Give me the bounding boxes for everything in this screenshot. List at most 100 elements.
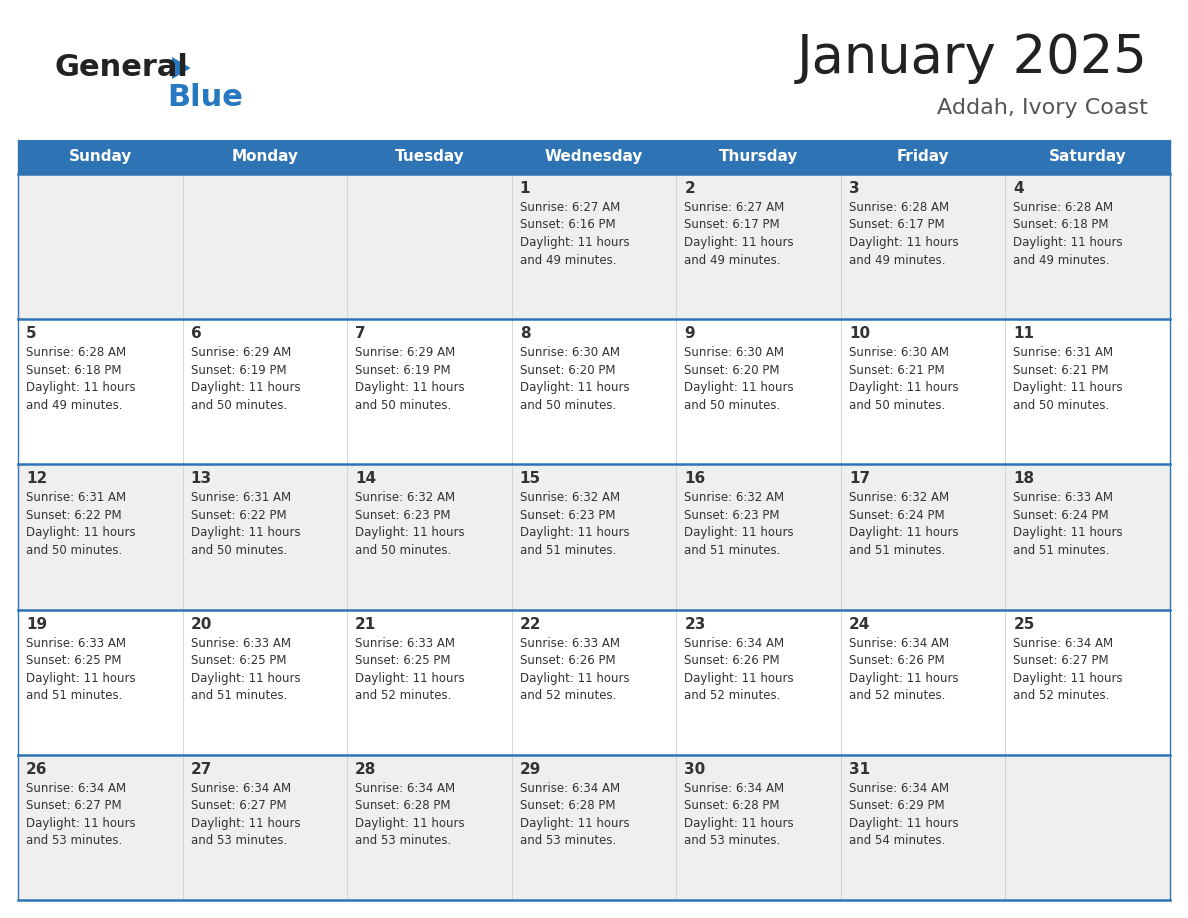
Text: Sunrise: 6:27 AM
Sunset: 6:16 PM
Daylight: 11 hours
and 49 minutes.: Sunrise: 6:27 AM Sunset: 6:16 PM Dayligh… <box>519 201 630 266</box>
Bar <box>676 465 841 610</box>
Bar <box>18 174 183 319</box>
Text: 1: 1 <box>519 181 530 196</box>
Bar <box>841 465 1005 610</box>
Text: Sunrise: 6:33 AM
Sunset: 6:26 PM
Daylight: 11 hours
and 52 minutes.: Sunrise: 6:33 AM Sunset: 6:26 PM Dayligh… <box>519 636 630 702</box>
Text: Sunrise: 6:28 AM
Sunset: 6:17 PM
Daylight: 11 hours
and 49 minutes.: Sunrise: 6:28 AM Sunset: 6:17 PM Dayligh… <box>849 201 959 266</box>
Bar <box>1005 465 1170 610</box>
Text: 29: 29 <box>519 762 541 777</box>
Text: Sunrise: 6:31 AM
Sunset: 6:21 PM
Daylight: 11 hours
and 50 minutes.: Sunrise: 6:31 AM Sunset: 6:21 PM Dayligh… <box>1013 346 1123 411</box>
Polygon shape <box>172 57 191 79</box>
Text: 25: 25 <box>1013 617 1035 632</box>
Text: 3: 3 <box>849 181 859 196</box>
Bar <box>18 610 183 755</box>
Bar <box>512 755 676 900</box>
Text: Sunrise: 6:33 AM
Sunset: 6:25 PM
Daylight: 11 hours
and 52 minutes.: Sunrise: 6:33 AM Sunset: 6:25 PM Dayligh… <box>355 636 465 702</box>
Bar <box>347 755 512 900</box>
Text: 11: 11 <box>1013 326 1035 341</box>
Text: 13: 13 <box>190 472 211 487</box>
Bar <box>676 319 841 465</box>
Text: 6: 6 <box>190 326 201 341</box>
Bar <box>841 174 1005 319</box>
Text: Sunrise: 6:33 AM
Sunset: 6:25 PM
Daylight: 11 hours
and 51 minutes.: Sunrise: 6:33 AM Sunset: 6:25 PM Dayligh… <box>26 636 135 702</box>
Bar <box>512 319 676 465</box>
Text: 12: 12 <box>26 472 48 487</box>
Bar <box>183 140 347 174</box>
Bar <box>183 755 347 900</box>
Text: 14: 14 <box>355 472 377 487</box>
Text: 8: 8 <box>519 326 530 341</box>
Text: 15: 15 <box>519 472 541 487</box>
Bar <box>841 140 1005 174</box>
Text: 4: 4 <box>1013 181 1024 196</box>
Text: Sunrise: 6:34 AM
Sunset: 6:27 PM
Daylight: 11 hours
and 52 minutes.: Sunrise: 6:34 AM Sunset: 6:27 PM Dayligh… <box>1013 636 1123 702</box>
Text: Sunrise: 6:34 AM
Sunset: 6:28 PM
Daylight: 11 hours
and 53 minutes.: Sunrise: 6:34 AM Sunset: 6:28 PM Dayligh… <box>684 782 794 847</box>
Text: Sunrise: 6:32 AM
Sunset: 6:23 PM
Daylight: 11 hours
and 51 minutes.: Sunrise: 6:32 AM Sunset: 6:23 PM Dayligh… <box>519 491 630 557</box>
Bar <box>347 319 512 465</box>
Text: Sunrise: 6:29 AM
Sunset: 6:19 PM
Daylight: 11 hours
and 50 minutes.: Sunrise: 6:29 AM Sunset: 6:19 PM Dayligh… <box>190 346 301 411</box>
Bar <box>512 174 676 319</box>
Text: Sunrise: 6:32 AM
Sunset: 6:23 PM
Daylight: 11 hours
and 50 minutes.: Sunrise: 6:32 AM Sunset: 6:23 PM Dayligh… <box>355 491 465 557</box>
Text: 20: 20 <box>190 617 211 632</box>
Text: Sunrise: 6:33 AM
Sunset: 6:24 PM
Daylight: 11 hours
and 51 minutes.: Sunrise: 6:33 AM Sunset: 6:24 PM Dayligh… <box>1013 491 1123 557</box>
Bar <box>18 755 183 900</box>
Text: 21: 21 <box>355 617 377 632</box>
Bar <box>1005 755 1170 900</box>
Text: Blue: Blue <box>168 84 242 113</box>
Bar <box>183 465 347 610</box>
Text: Sunrise: 6:32 AM
Sunset: 6:24 PM
Daylight: 11 hours
and 51 minutes.: Sunrise: 6:32 AM Sunset: 6:24 PM Dayligh… <box>849 491 959 557</box>
Text: 5: 5 <box>26 326 37 341</box>
Bar <box>1005 319 1170 465</box>
Text: 7: 7 <box>355 326 366 341</box>
Text: 9: 9 <box>684 326 695 341</box>
Text: Sunrise: 6:34 AM
Sunset: 6:26 PM
Daylight: 11 hours
and 52 minutes.: Sunrise: 6:34 AM Sunset: 6:26 PM Dayligh… <box>849 636 959 702</box>
Bar <box>512 465 676 610</box>
Text: 18: 18 <box>1013 472 1035 487</box>
Bar <box>512 140 676 174</box>
Text: Sunrise: 6:29 AM
Sunset: 6:19 PM
Daylight: 11 hours
and 50 minutes.: Sunrise: 6:29 AM Sunset: 6:19 PM Dayligh… <box>355 346 465 411</box>
Text: 19: 19 <box>26 617 48 632</box>
Bar <box>512 610 676 755</box>
Bar <box>1005 610 1170 755</box>
Text: 10: 10 <box>849 326 870 341</box>
Text: Sunrise: 6:34 AM
Sunset: 6:26 PM
Daylight: 11 hours
and 52 minutes.: Sunrise: 6:34 AM Sunset: 6:26 PM Dayligh… <box>684 636 794 702</box>
Bar <box>841 610 1005 755</box>
Text: General: General <box>55 53 189 83</box>
Text: Wednesday: Wednesday <box>545 150 643 164</box>
Bar <box>183 610 347 755</box>
Text: Sunrise: 6:31 AM
Sunset: 6:22 PM
Daylight: 11 hours
and 50 minutes.: Sunrise: 6:31 AM Sunset: 6:22 PM Dayligh… <box>26 491 135 557</box>
Text: Sunrise: 6:30 AM
Sunset: 6:21 PM
Daylight: 11 hours
and 50 minutes.: Sunrise: 6:30 AM Sunset: 6:21 PM Dayligh… <box>849 346 959 411</box>
Text: 2: 2 <box>684 181 695 196</box>
Bar <box>676 140 841 174</box>
Text: Saturday: Saturday <box>1049 150 1126 164</box>
Text: Sunrise: 6:34 AM
Sunset: 6:28 PM
Daylight: 11 hours
and 53 minutes.: Sunrise: 6:34 AM Sunset: 6:28 PM Dayligh… <box>355 782 465 847</box>
Text: Sunrise: 6:28 AM
Sunset: 6:18 PM
Daylight: 11 hours
and 49 minutes.: Sunrise: 6:28 AM Sunset: 6:18 PM Dayligh… <box>26 346 135 411</box>
Bar <box>841 319 1005 465</box>
Text: Sunrise: 6:31 AM
Sunset: 6:22 PM
Daylight: 11 hours
and 50 minutes.: Sunrise: 6:31 AM Sunset: 6:22 PM Dayligh… <box>190 491 301 557</box>
Text: Thursday: Thursday <box>719 150 798 164</box>
Text: Sunrise: 6:34 AM
Sunset: 6:27 PM
Daylight: 11 hours
and 53 minutes.: Sunrise: 6:34 AM Sunset: 6:27 PM Dayligh… <box>190 782 301 847</box>
Bar <box>1005 174 1170 319</box>
Text: 28: 28 <box>355 762 377 777</box>
Text: Sunrise: 6:33 AM
Sunset: 6:25 PM
Daylight: 11 hours
and 51 minutes.: Sunrise: 6:33 AM Sunset: 6:25 PM Dayligh… <box>190 636 301 702</box>
Bar <box>1005 140 1170 174</box>
Text: Sunday: Sunday <box>69 150 132 164</box>
Text: Tuesday: Tuesday <box>394 150 465 164</box>
Text: 23: 23 <box>684 617 706 632</box>
Bar <box>347 610 512 755</box>
Bar <box>676 610 841 755</box>
Text: Sunrise: 6:34 AM
Sunset: 6:28 PM
Daylight: 11 hours
and 53 minutes.: Sunrise: 6:34 AM Sunset: 6:28 PM Dayligh… <box>519 782 630 847</box>
Text: 30: 30 <box>684 762 706 777</box>
Bar <box>347 140 512 174</box>
Bar <box>347 174 512 319</box>
Text: 16: 16 <box>684 472 706 487</box>
Text: 17: 17 <box>849 472 870 487</box>
Text: Sunrise: 6:34 AM
Sunset: 6:27 PM
Daylight: 11 hours
and 53 minutes.: Sunrise: 6:34 AM Sunset: 6:27 PM Dayligh… <box>26 782 135 847</box>
Text: 31: 31 <box>849 762 870 777</box>
Bar <box>183 174 347 319</box>
Text: Sunrise: 6:28 AM
Sunset: 6:18 PM
Daylight: 11 hours
and 49 minutes.: Sunrise: 6:28 AM Sunset: 6:18 PM Dayligh… <box>1013 201 1123 266</box>
Bar <box>676 174 841 319</box>
Text: 26: 26 <box>26 762 48 777</box>
Text: Friday: Friday <box>897 150 949 164</box>
Text: Sunrise: 6:32 AM
Sunset: 6:23 PM
Daylight: 11 hours
and 51 minutes.: Sunrise: 6:32 AM Sunset: 6:23 PM Dayligh… <box>684 491 794 557</box>
Text: Monday: Monday <box>232 150 298 164</box>
